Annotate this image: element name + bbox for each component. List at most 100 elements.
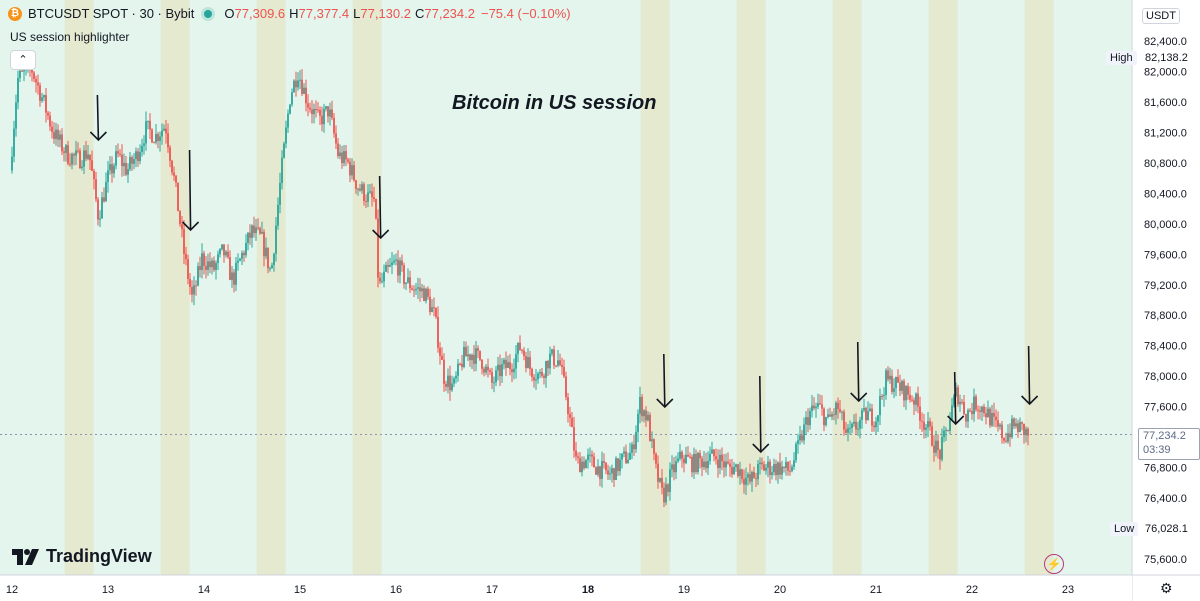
candle-body: [101, 197, 103, 219]
indicator-legend[interactable]: US session highlighter: [10, 30, 130, 44]
close-value: 77,234.2: [424, 6, 475, 21]
settings-gear-icon[interactable]: ⚙: [1160, 580, 1173, 596]
candle-body: [823, 408, 825, 426]
candle-body: [235, 262, 237, 285]
candle-body: [55, 129, 57, 139]
us-session-band: [160, 0, 190, 575]
candle-body: [919, 406, 921, 421]
candle-body: [697, 452, 699, 472]
candle-body: [809, 411, 811, 426]
candle-body: [15, 102, 17, 129]
candle-body: [375, 198, 377, 219]
candle-body: [391, 262, 393, 266]
last-price-value: 77,234.2: [1143, 430, 1186, 442]
candle-body: [961, 401, 963, 403]
candle-body: [209, 261, 211, 268]
candle-body: [595, 467, 597, 475]
price-axis[interactable]: [1132, 0, 1200, 601]
candle-body: [985, 413, 987, 418]
candle-body: [749, 474, 751, 482]
candle-body: [911, 399, 913, 401]
time-tick-label: 17: [486, 584, 498, 596]
candle-body: [145, 121, 147, 144]
candle-body: [627, 459, 629, 463]
candle-body: [1005, 440, 1007, 442]
candle-body: [671, 464, 673, 470]
candle-body: [237, 260, 239, 263]
candle-body: [199, 266, 201, 270]
candle-body: [915, 393, 917, 405]
annotation-arrow-head: [850, 392, 868, 403]
candle-body: [1003, 438, 1005, 441]
candle-body: [1017, 423, 1019, 433]
candle-body: [773, 464, 775, 473]
symbol-title[interactable]: BTCUSDT SPOT · 30 · Bybit: [28, 6, 195, 21]
us-session-band: [928, 0, 958, 575]
tradingview-logo[interactable]: TradingView: [12, 546, 152, 567]
candle-body: [109, 164, 111, 171]
candle-body: [981, 406, 983, 412]
candle-body: [83, 150, 85, 167]
low-label: L: [353, 6, 361, 21]
candle-body: [87, 154, 89, 159]
alert-icon[interactable]: ⚡: [1044, 554, 1064, 574]
currency-selector[interactable]: USDT: [1142, 8, 1180, 24]
candle-body: [789, 470, 791, 472]
candle-body: [623, 451, 625, 454]
candle-body: [885, 370, 887, 395]
candle-body: [383, 271, 385, 282]
candle-body: [479, 350, 481, 360]
candle-body: [289, 104, 291, 114]
candle-body: [891, 375, 893, 392]
candle-body: [747, 474, 749, 478]
candle-body: [559, 360, 561, 365]
candle-body: [369, 191, 371, 193]
price-tick-label: 80,000.0: [1144, 219, 1187, 231]
price-tick-label: 81,600.0: [1144, 97, 1187, 109]
candle-body: [255, 227, 257, 234]
collapse-legend-button[interactable]: ⌃: [10, 50, 36, 70]
time-axis[interactable]: [0, 575, 1132, 601]
candle-body: [85, 150, 87, 159]
candle-body: [435, 308, 437, 317]
candle-body: [201, 253, 203, 270]
candle-body: [133, 159, 135, 164]
annotation-arrow-shaft: [96, 94, 100, 141]
candle-body: [859, 419, 861, 429]
candle-body: [633, 444, 635, 450]
candle-body: [99, 218, 101, 220]
candle-body: [849, 427, 851, 429]
candle-body: [467, 354, 469, 357]
candle-body: [751, 472, 753, 482]
candle-body: [933, 445, 935, 453]
candles: [11, 52, 1029, 508]
candle-body: [901, 381, 903, 391]
candle-body: [211, 260, 213, 268]
candle-body: [373, 197, 375, 199]
chart-annotation-text[interactable]: Bitcoin in US session: [452, 92, 657, 114]
candle-body: [631, 444, 633, 453]
candle-body: [247, 232, 249, 243]
us-session-band: [832, 0, 862, 575]
candle-body: [187, 259, 189, 280]
candle-body: [1011, 418, 1013, 438]
candle-body: [185, 253, 187, 260]
candle-body: [119, 153, 121, 155]
candle-body: [171, 160, 173, 173]
candle-body: [541, 372, 543, 376]
candle-body: [291, 92, 293, 105]
change-value: −75.4 (−0.10%): [480, 6, 571, 21]
candle-body: [183, 229, 185, 254]
candle-body: [517, 342, 519, 355]
price-tick-label: 80,400.0: [1144, 188, 1187, 200]
candle-body: [927, 421, 929, 428]
candle-body: [585, 460, 587, 469]
candle-body: [449, 375, 451, 391]
candle-body: [135, 151, 137, 160]
tradingview-logo-text: TradingView: [46, 546, 152, 566]
candle-body: [267, 247, 269, 269]
candle-body: [23, 70, 25, 72]
time-tick-label: 15: [294, 584, 306, 596]
candle-body: [277, 204, 279, 226]
